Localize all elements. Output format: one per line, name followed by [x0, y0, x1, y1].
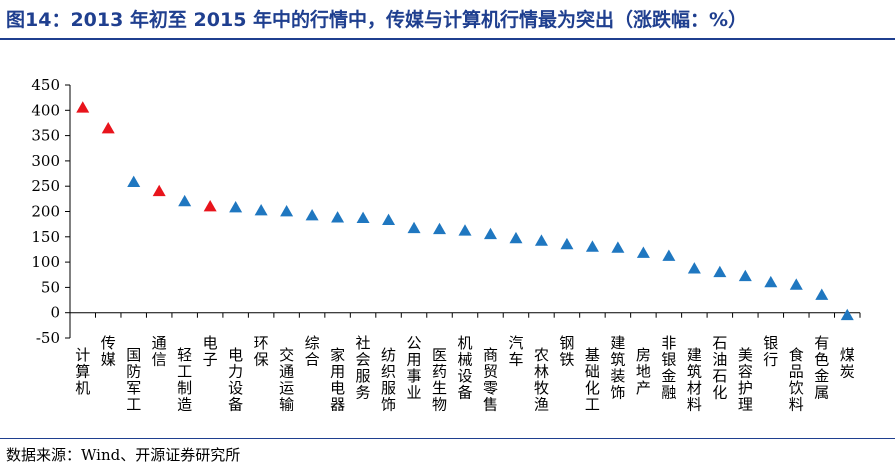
category-label: 汽车 [508, 334, 523, 369]
data-point [458, 224, 472, 236]
y-tick-label: 0 [50, 304, 60, 322]
chart-title: 图14：2013 年初至 2015 年中的行情中，传媒与计算机行情最为突出（涨跌… [6, 9, 748, 31]
category-label: 通信 [152, 334, 167, 369]
category-label: 轻工制造 [177, 346, 192, 414]
y-axis: -50 0 50 100 150 200 250 300 350 400 450 [31, 76, 71, 347]
category-label: 计算机 [75, 346, 90, 397]
category-label: 美容护理 [738, 346, 753, 414]
data-point [509, 231, 523, 244]
data-point [687, 262, 701, 274]
category-label: 社会服务 [356, 334, 371, 402]
data-point [764, 275, 778, 288]
data-point [229, 200, 243, 213]
category-label: 农林牧渔 [534, 346, 549, 414]
category-label: 国防军工 [126, 346, 141, 414]
y-tick-label: 100 [31, 253, 60, 271]
category-label: 机械设备 [457, 334, 472, 402]
category-label: 传媒 [101, 334, 116, 369]
data-point [662, 249, 676, 261]
category-label: 建筑装饰 [610, 334, 625, 402]
category-label: 综合 [305, 334, 320, 369]
data-point [280, 205, 294, 217]
data-point [127, 175, 141, 188]
y-tick-label: 300 [31, 152, 60, 170]
data-point [585, 240, 599, 252]
category-label: 石油石化 [712, 334, 727, 402]
category-label: 交通运输 [279, 346, 294, 414]
data-point [840, 308, 854, 321]
data-point [534, 234, 548, 246]
data-point [178, 194, 192, 207]
data-markers [76, 101, 854, 321]
data-point [433, 222, 447, 235]
category-label: 电力设备 [228, 346, 243, 414]
category-label: 银行 [763, 334, 778, 369]
data-point [152, 184, 166, 197]
y-tick-label: 450 [31, 76, 60, 94]
data-point [636, 246, 650, 258]
x-axis [69, 312, 861, 318]
data-point [483, 227, 497, 240]
y-tick-label: 350 [31, 127, 60, 145]
category-label: 商贸零售 [483, 346, 498, 414]
data-point [611, 241, 625, 253]
data-point [331, 211, 345, 223]
data-point [789, 278, 803, 290]
y-tick-label: -50 [36, 329, 60, 347]
data-point [203, 199, 217, 212]
data-point [305, 209, 319, 221]
category-label: 钢铁 [559, 334, 574, 369]
category-label: 纺织服饰 [381, 346, 396, 414]
data-point [738, 269, 752, 282]
y-tick-label: 50 [41, 278, 60, 296]
data-point [76, 101, 90, 113]
y-tick-label: 150 [31, 228, 60, 246]
y-tick-label: 200 [31, 203, 60, 221]
title-divider [0, 38, 895, 40]
category-label: 食品饮料 [789, 346, 804, 414]
category-label: 电子 [203, 334, 218, 369]
data-point [382, 213, 396, 225]
category-label: 房地产 [636, 346, 651, 397]
y-tick-label: 250 [31, 177, 60, 195]
footer-divider [0, 438, 895, 439]
category-label: 煤炭 [840, 346, 855, 381]
category-label: 基础化工 [585, 346, 600, 414]
category-label: 家用电器 [330, 346, 345, 414]
data-point [815, 288, 829, 300]
data-source: 数据来源：Wind、开源证券研究所 [6, 446, 241, 464]
data-point [254, 203, 268, 216]
data-point [407, 221, 421, 234]
data-point [713, 265, 727, 278]
category-label: 有色金属 [814, 334, 829, 402]
data-point [101, 122, 115, 134]
category-label: 非银金融 [661, 334, 676, 402]
category-label: 公用事业 [407, 334, 422, 402]
data-point [560, 237, 574, 250]
y-tick-label: 400 [31, 101, 60, 119]
category-label: 建筑材料 [687, 346, 702, 414]
category-label: 医药生物 [432, 346, 447, 414]
category-label: 环保 [254, 334, 269, 369]
data-point [356, 211, 370, 223]
